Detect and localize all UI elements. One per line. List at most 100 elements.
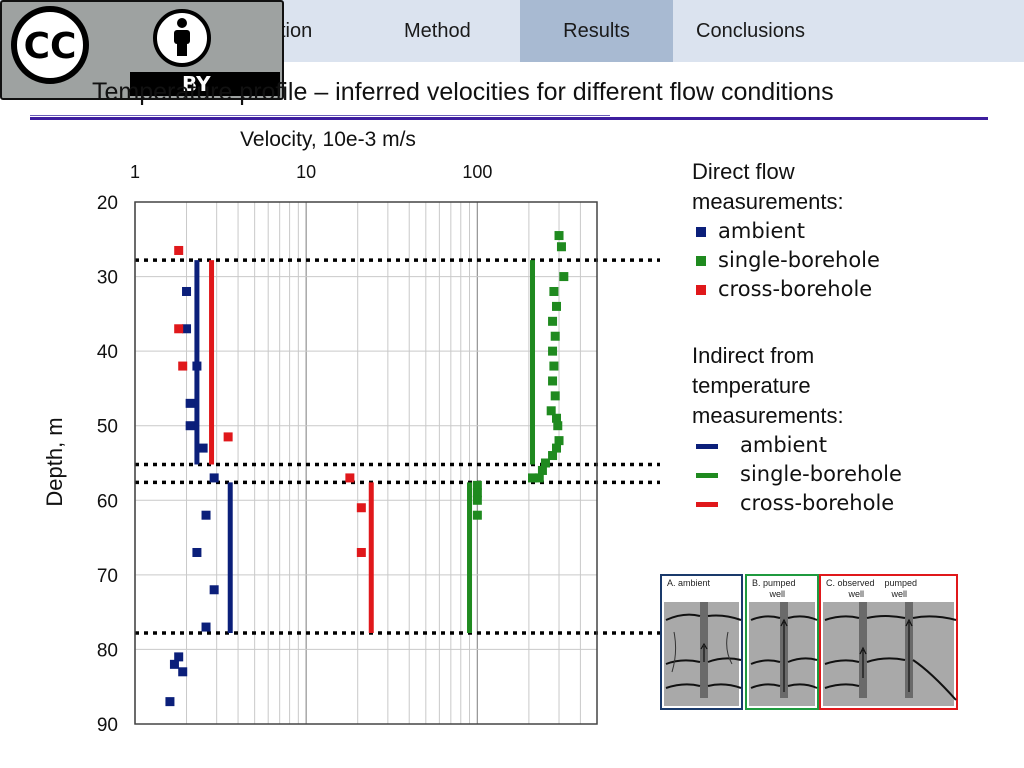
legend-indirect-heading: Indirect from temperature measurements: <box>692 343 844 428</box>
data-point <box>472 495 482 505</box>
data-point <box>548 376 558 386</box>
nav-tab-method[interactable]: Method <box>404 20 471 42</box>
legend-direct-cross: cross-borehole <box>692 275 912 304</box>
legend-indirect-cross-label: cross-borehole <box>740 491 895 515</box>
inset-pumped-label: B. pumped well <box>752 578 796 599</box>
y-tick-label: 40 <box>97 342 118 363</box>
legend-indirect-cross: cross-borehole <box>692 489 912 518</box>
data-point <box>548 451 558 461</box>
legend-square-single <box>696 256 706 266</box>
data-point <box>472 510 482 520</box>
x-tick-label: 100 <box>462 162 492 182</box>
data-point <box>534 473 544 483</box>
inset-observed-diagram <box>823 602 957 706</box>
by-label: BY <box>182 72 211 96</box>
data-point <box>548 346 558 356</box>
data-point <box>223 432 233 442</box>
data-point <box>549 286 559 296</box>
legend-square-ambient <box>696 227 706 237</box>
legend-direct-single: single-borehole <box>692 246 912 275</box>
x-tick-label: 10 <box>296 162 316 182</box>
nav-tab-results[interactable]: Results <box>520 0 673 62</box>
legend-direct-single-label: single-borehole <box>718 248 880 272</box>
data-point <box>546 406 556 416</box>
legend-direct-cross-label: cross-borehole <box>718 277 873 301</box>
data-point <box>182 286 192 296</box>
inset-pumped-well: B. pumped well <box>745 574 819 710</box>
data-point <box>356 547 366 557</box>
by-strip: BY <box>130 72 280 96</box>
data-point <box>472 480 482 490</box>
data-point <box>185 398 195 408</box>
data-point <box>174 652 184 662</box>
fracture-diagram-pumped <box>750 602 818 698</box>
y-axis-label: Depth, m <box>42 417 67 506</box>
x-axis-label: Velocity, 10e-3 m/s <box>240 128 416 151</box>
svg-text:CC: CC <box>24 26 77 67</box>
plot-frame <box>134 201 598 725</box>
data-point <box>552 443 562 453</box>
legend-indirect-ambient-label: ambient <box>740 433 827 457</box>
y-tick-label: 20 <box>97 193 118 214</box>
legend-dash-ambient <box>696 444 718 449</box>
data-point <box>201 510 211 520</box>
data-point <box>185 421 195 431</box>
legend-direct: Direct flow measurements: ambient single… <box>692 157 912 304</box>
slide-title: Temperature profile – inferred velocitie… <box>92 78 834 106</box>
data-point <box>174 324 184 334</box>
data-point <box>549 361 559 371</box>
inset-ambient-label: A. ambient <box>667 578 711 588</box>
data-point <box>550 331 560 341</box>
grid-lines <box>134 201 598 725</box>
data-point <box>169 659 179 669</box>
y-tick-label: 60 <box>97 491 118 512</box>
data-point <box>178 667 188 677</box>
data-point <box>550 391 560 401</box>
legend-indirect-ambient: ambient <box>692 431 912 460</box>
data-point <box>472 488 482 498</box>
data-point <box>556 242 566 252</box>
fracture-diagram-ambient <box>665 602 742 698</box>
title-rule-thin <box>30 115 610 116</box>
nav-tab-conclusions[interactable]: Conclusions <box>696 20 805 42</box>
temperature-lines <box>194 260 536 634</box>
legend-indirect: Indirect from temperature measurements: … <box>692 341 912 518</box>
cc-icon: CC <box>11 6 89 84</box>
inset-observed-label: C. observed pumped well well <box>826 578 918 599</box>
y-tick-label: 70 <box>97 566 118 587</box>
data-point <box>537 465 547 475</box>
inset-ambient: A. ambient <box>660 574 743 710</box>
data-point <box>209 585 219 595</box>
data-point <box>552 301 562 311</box>
data-point <box>528 473 538 483</box>
fracture-diagram-observed <box>824 602 957 701</box>
direct-points <box>165 231 569 707</box>
data-point <box>345 473 355 483</box>
axes: 1 10 100 20 30 40 50 60 70 80 90 <box>97 162 598 736</box>
data-point <box>201 622 211 632</box>
inset-ambient-diagram <box>664 602 742 706</box>
legend-dash-cross <box>696 502 718 507</box>
data-point <box>182 324 192 334</box>
legend-square-cross <box>696 285 706 295</box>
cc-by-license-badge: CC BY <box>0 0 284 100</box>
x-tick-label: 1 <box>130 162 140 182</box>
y-tick-label: 30 <box>97 268 118 289</box>
y-tick-label: 80 <box>97 640 118 661</box>
velocity-depth-chart: 1 10 100 20 30 40 50 60 70 80 90 Velocity, 10e-3 m… <box>42 128 660 736</box>
data-point <box>178 361 188 371</box>
legend-indirect-single: single-borehole <box>692 460 912 489</box>
data-point <box>356 503 366 513</box>
data-point <box>559 272 569 282</box>
data-point <box>174 245 184 255</box>
data-point <box>548 316 558 326</box>
data-point <box>540 458 550 468</box>
inset-observed-pumped: C. observed pumped well well <box>819 574 958 710</box>
data-point <box>554 436 564 446</box>
data-point <box>553 421 563 431</box>
data-point <box>554 231 564 241</box>
legend-indirect-single-label: single-borehole <box>740 462 902 486</box>
boundary-lines <box>135 258 660 635</box>
data-point <box>198 443 208 453</box>
data-point <box>192 547 202 557</box>
